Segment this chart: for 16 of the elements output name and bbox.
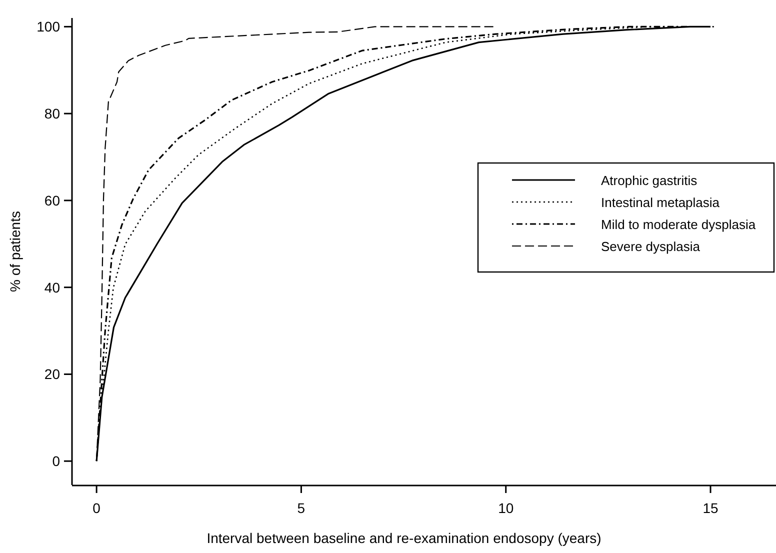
legend-label: Mild to moderate dysplasia [601, 217, 756, 232]
x-tick-label: 15 [702, 500, 719, 516]
x-tick-label: 0 [92, 500, 101, 516]
y-tick-label: 20 [44, 366, 60, 382]
y-axis-title: % of patients [7, 211, 23, 292]
y-tick-label: 0 [52, 453, 60, 470]
legend-label: Atrophic gastritis [601, 173, 698, 188]
x-tick-label: 10 [498, 500, 514, 516]
y-tick-label: 80 [44, 106, 60, 122]
x-axis-title: Interval between baseline and re-examination endosopy (years) [206, 530, 602, 546]
legend-label: Intestinal metaplasia [601, 195, 720, 210]
y-tick-label: 40 [44, 279, 60, 296]
y-tick-label: 60 [44, 192, 60, 208]
x-tick-label: 5 [297, 500, 306, 516]
legend-label: Severe dysplasia [601, 239, 701, 254]
y-tick-label: 100 [36, 18, 60, 35]
